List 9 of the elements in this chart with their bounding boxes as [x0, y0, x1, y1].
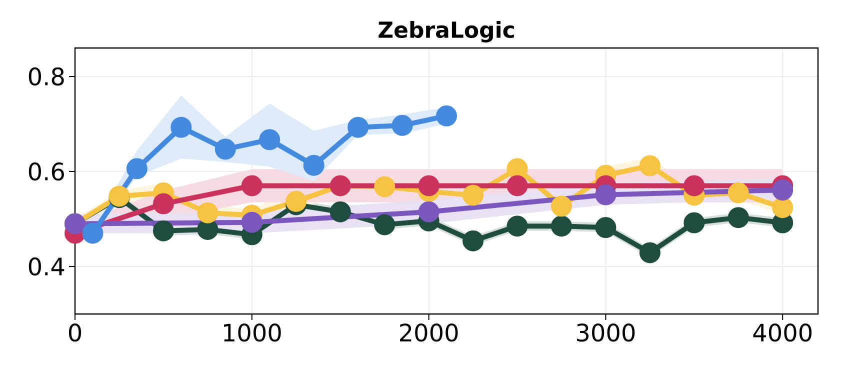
chart-title: ZebraLogic — [378, 21, 514, 42]
x-tick-label: 3000 — [577, 324, 635, 342]
x-tick-label: 1000 — [224, 324, 281, 342]
y-tick-label: 0.8 — [28, 67, 64, 86]
x-tick-label: 4000 — [753, 324, 812, 342]
y-tick-label: 0.6 — [28, 162, 64, 181]
x-tick-label: 0 — [68, 324, 82, 342]
x-tick-label: 2000 — [400, 324, 458, 342]
y-tick-label: 0.4 — [28, 257, 64, 276]
